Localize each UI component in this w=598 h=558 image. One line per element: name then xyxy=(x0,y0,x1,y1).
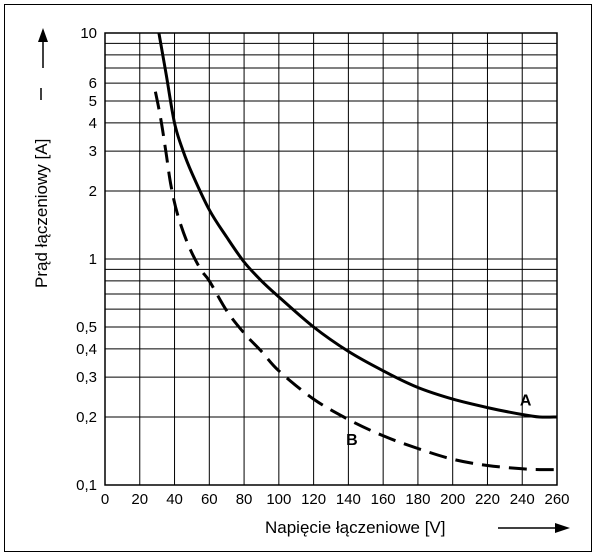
y-tick-label: 0,4 xyxy=(76,341,97,358)
y-tick-label: 4 xyxy=(89,115,97,132)
x-tick-label: 180 xyxy=(405,491,430,508)
x-tick-label: 80 xyxy=(236,491,253,508)
x-tick-label: 0 xyxy=(101,491,109,508)
y-tick-label: 0,3 xyxy=(76,369,97,386)
x-tick-label: 240 xyxy=(510,491,535,508)
y-tick-label: 3 xyxy=(89,143,97,160)
y-tick-label: 0,1 xyxy=(76,477,97,494)
x-tick-label: 40 xyxy=(166,491,183,508)
x-axis-label-group: Napięcie łączeniowe [V] xyxy=(265,518,570,537)
x-tick-label: 140 xyxy=(336,491,361,508)
y-tick-label: 10 xyxy=(80,25,97,42)
series-line-a xyxy=(157,32,558,419)
x-tick-label: 260 xyxy=(544,491,569,508)
x-tick-label: 220 xyxy=(475,491,500,508)
grid-lines xyxy=(104,32,558,486)
y-axis-arrow-head xyxy=(38,28,48,42)
y-tick-label: 0,5 xyxy=(76,319,97,336)
series-label-a: A xyxy=(520,392,532,409)
x-tick-label: 120 xyxy=(301,491,326,508)
chart-frame xyxy=(4,4,592,552)
x-tick-label: 200 xyxy=(440,491,465,508)
tick-labels: 0 20 40 60 80 100 120 140 160 180 200 220 240 260 0,1 0… xyxy=(76,25,569,508)
y-tick-label: 5 xyxy=(89,93,97,110)
y-axis-label-group: Prąd łączeniowy [A] xyxy=(32,28,51,288)
series-label-b: B xyxy=(346,432,358,449)
series-layer: AB xyxy=(153,32,558,472)
series-line-b xyxy=(153,91,558,472)
x-axis-label: Napięcie łączeniowe [V] xyxy=(265,518,445,537)
y-axis-label: Prąd łączeniowy [A] xyxy=(32,139,51,288)
x-tick-label: 160 xyxy=(371,491,396,508)
x-tick-label: 100 xyxy=(266,491,291,508)
x-tick-label: 60 xyxy=(201,491,218,508)
x-tick-label: 20 xyxy=(131,491,148,508)
x-axis-arrow-head xyxy=(555,523,570,533)
y-tick-label: 2 xyxy=(89,183,97,200)
y-tick-label: 0,2 xyxy=(76,409,97,426)
y-tick-label: 6 xyxy=(89,75,97,92)
plot-border xyxy=(104,32,558,486)
y-tick-label: 1 xyxy=(89,251,97,268)
